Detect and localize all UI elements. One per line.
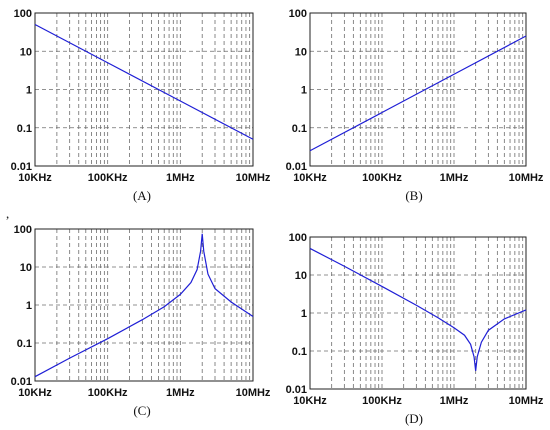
x-tick-label: 10MHz: [236, 387, 271, 399]
x-tick-label: 10KHz: [293, 172, 327, 184]
y-tick-label: 10: [20, 262, 32, 274]
y-tick-label: 10: [20, 46, 32, 58]
y-tick-label: 0.1: [292, 123, 307, 135]
x-tick-label: 1MHz: [166, 172, 195, 184]
chart-caption: (C): [133, 403, 150, 418]
y-tick-label: 0.01: [286, 384, 307, 396]
y-tick-label: 100: [289, 232, 307, 244]
x-tick-label: 10MHz: [509, 395, 544, 407]
plot-frame: [34, 228, 254, 382]
y-tick-label: 1: [301, 308, 307, 320]
x-tick-label: 1MHz: [440, 172, 469, 184]
x-tick-label: 10KHz: [293, 395, 327, 407]
y-tick-label: 1: [26, 300, 32, 312]
x-tick-label: 1MHz: [166, 387, 195, 399]
x-tick-label: 100KHz: [362, 172, 402, 184]
y-tick-label: 100: [14, 8, 32, 20]
x-tick-label: 10MHz: [236, 172, 271, 184]
x-tick-label: 100KHz: [362, 395, 402, 407]
series-line: [309, 35, 527, 152]
x-tick-label: 10KHz: [18, 387, 52, 399]
y-tick-label: 0.1: [17, 338, 32, 350]
plot-frame: [34, 12, 254, 167]
y-tick-label: 100: [14, 224, 32, 236]
plot-frame: [309, 12, 527, 167]
y-tick-label: 0.1: [292, 346, 307, 358]
x-tick-label: 10KHz: [18, 172, 52, 184]
y-tick-label: 10: [295, 270, 307, 282]
x-tick-label: 100KHz: [88, 172, 128, 184]
y-tick-label: 1: [301, 85, 307, 97]
y-tick-label: 0.01: [11, 376, 32, 388]
x-tick-label: 10MHz: [509, 172, 544, 184]
chart-caption: (A): [133, 188, 151, 203]
y-tick-label: 100: [289, 8, 307, 20]
y-tick-label: 0.1: [17, 123, 32, 135]
stray-mark: ,: [6, 206, 9, 221]
x-tick-label: 100KHz: [88, 387, 128, 399]
series-line: [309, 247, 527, 371]
series-line: [34, 233, 254, 378]
chart-caption: (B): [405, 188, 422, 203]
plot-frame: [309, 236, 527, 390]
y-tick-label: 10: [295, 46, 307, 58]
y-tick-label: 1: [26, 85, 32, 97]
chart-caption: (D): [405, 411, 423, 426]
x-tick-label: 1MHz: [440, 395, 469, 407]
y-tick-label: 0.01: [286, 161, 307, 173]
y-tick-label: 0.01: [11, 161, 32, 173]
series-line: [34, 23, 254, 140]
